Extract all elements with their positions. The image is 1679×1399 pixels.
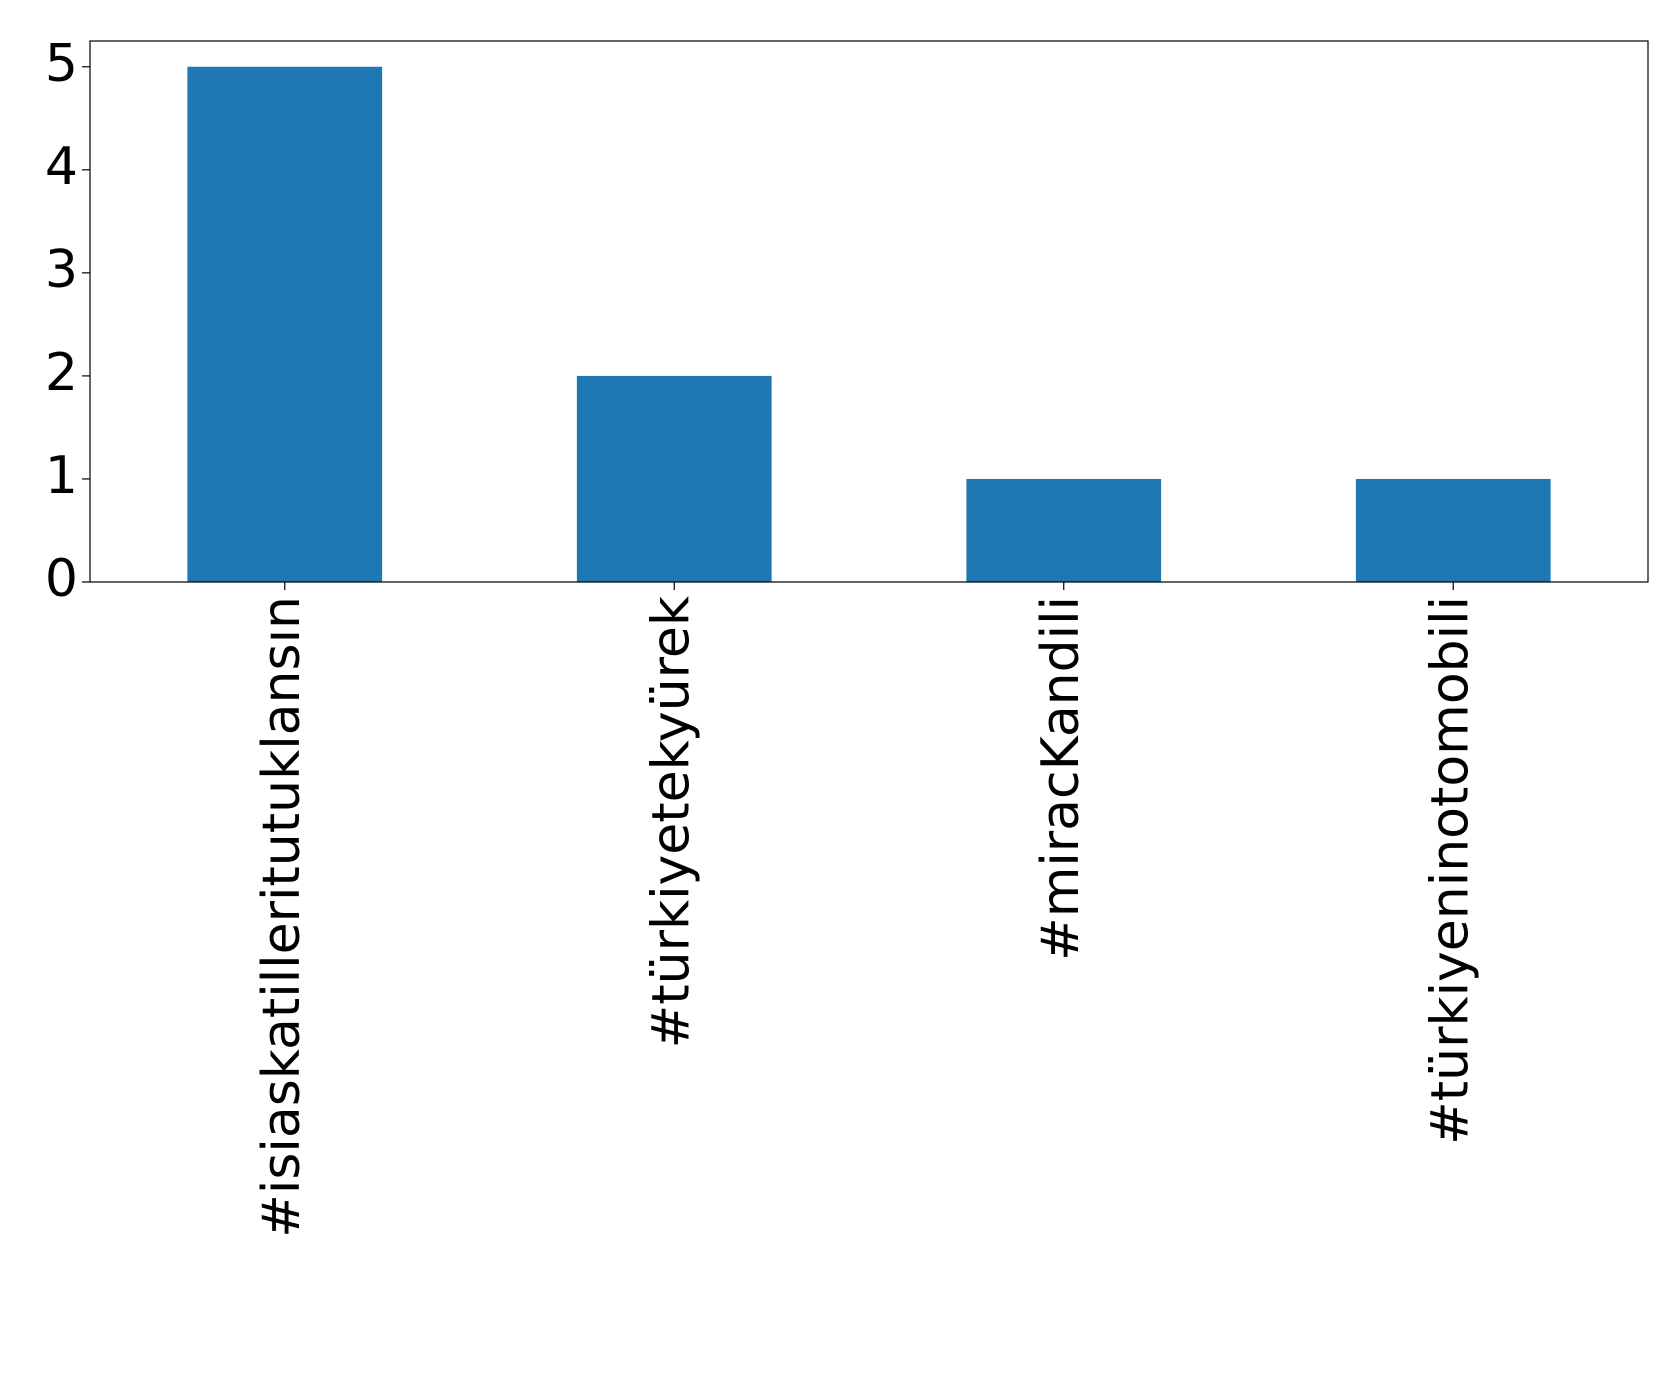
y-tick-label: 4 xyxy=(45,137,78,197)
bar xyxy=(576,375,772,582)
y-tick-label: 2 xyxy=(45,343,78,403)
y-tick-label: 3 xyxy=(45,240,78,300)
y-tick-label: 1 xyxy=(45,446,78,506)
y-tick-label: 0 xyxy=(45,549,78,609)
bar xyxy=(1355,478,1551,582)
y-tick-label: 5 xyxy=(45,34,78,94)
plot-frame xyxy=(89,40,1649,583)
x-tick-label: #isiaskatilleritutuklansın xyxy=(252,596,312,1238)
bar xyxy=(966,478,1162,582)
x-tick-label: #türkiyeninotomobili xyxy=(1420,596,1480,1145)
x-tick-label: #miracKandili xyxy=(1031,596,1091,961)
x-tick-label: #türkiyetekyürek xyxy=(641,596,701,1048)
bar xyxy=(187,66,383,582)
